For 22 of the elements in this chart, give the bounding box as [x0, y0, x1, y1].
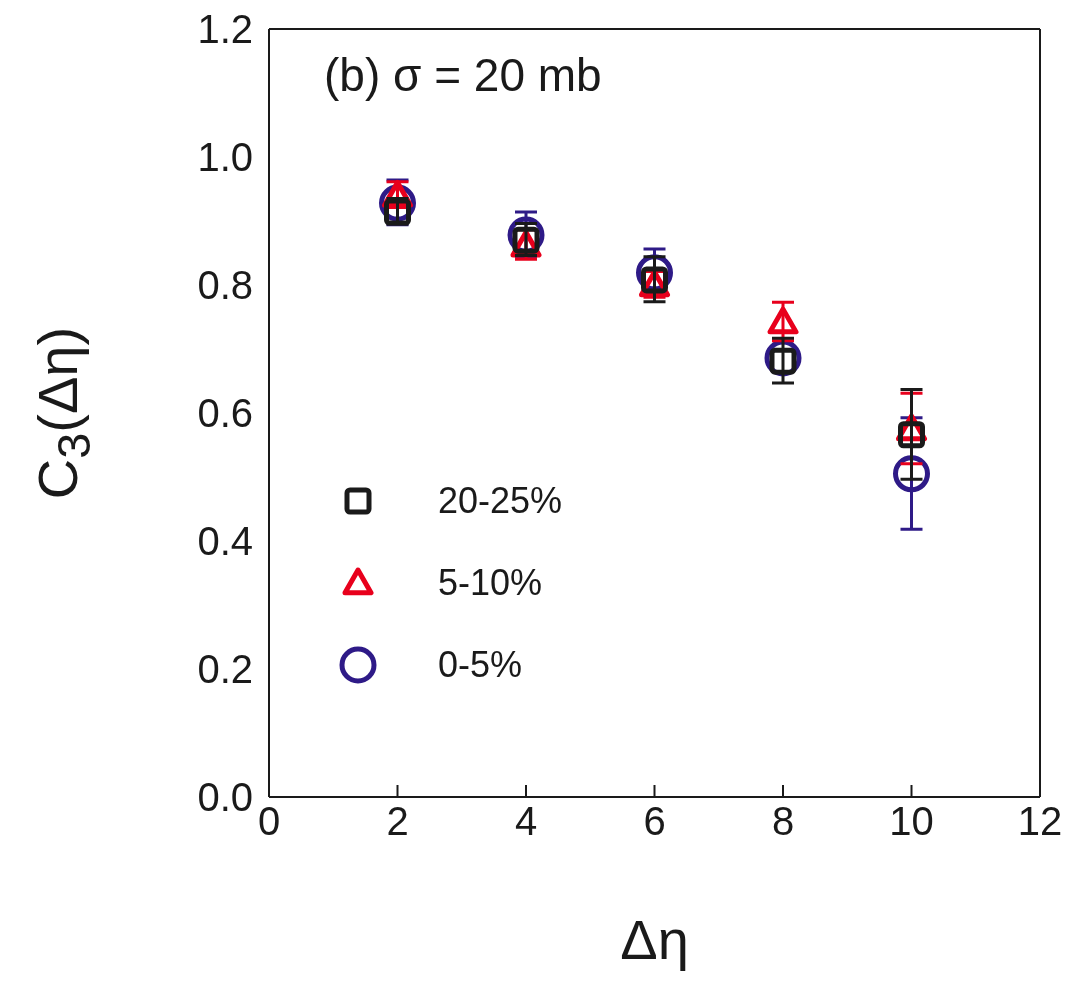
legend-label: 20-25% [438, 480, 563, 522]
x-axis-title: Δη [620, 908, 689, 971]
legend-label: 5-10% [438, 562, 543, 604]
legend-label: 0-5% [438, 644, 523, 686]
y-tick-label: 0.0 [197, 775, 253, 820]
y-tick-label: 0.4 [197, 519, 253, 564]
point [893, 455, 930, 493]
annotation: (b) σ = 20 mb [324, 49, 602, 101]
x-tick-label: 6 [643, 799, 666, 844]
y-tick-label: 1.2 [197, 7, 253, 52]
x-tick-label: 0 [257, 799, 281, 844]
point [898, 421, 925, 449]
x-tick-label: 12 [1017, 799, 1063, 844]
x-tick-label: 10 [889, 799, 934, 844]
point [767, 306, 799, 335]
y-tick-label: 1.0 [197, 135, 253, 180]
y-tick-label: 0.6 [197, 391, 253, 436]
x-tick-label: 4 [514, 799, 538, 844]
x-tick-label: 2 [386, 799, 409, 844]
x-tick-label: 8 [771, 799, 795, 844]
y-tick-label: 0.8 [197, 263, 253, 308]
y-tick-label: 0.2 [197, 647, 253, 692]
